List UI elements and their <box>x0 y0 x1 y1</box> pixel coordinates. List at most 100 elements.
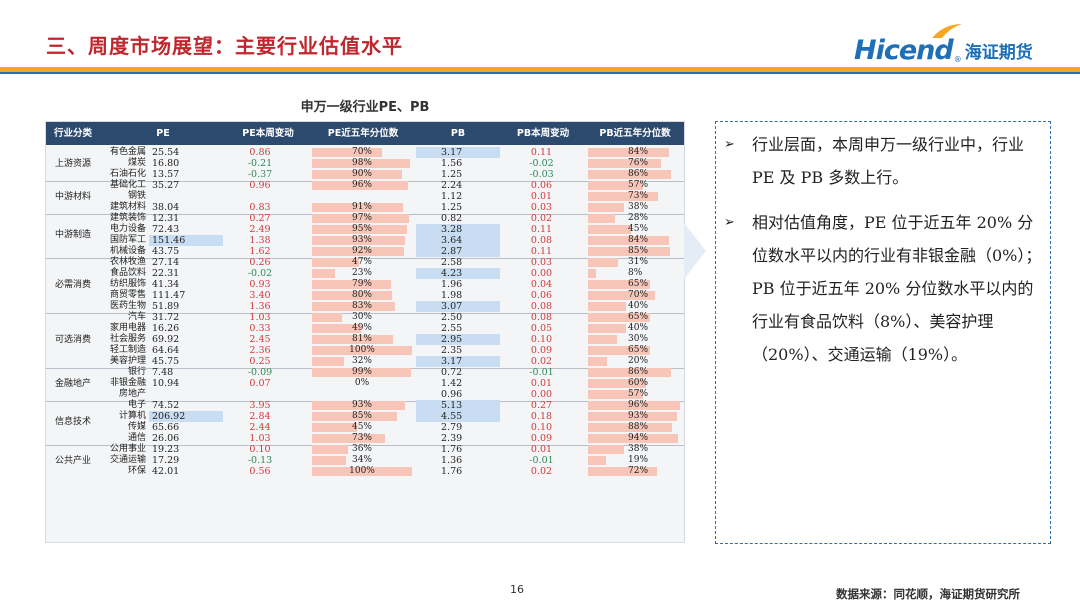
pb-percentile-label: 65% <box>628 312 649 322</box>
pb-percentile-label: 30% <box>628 334 649 344</box>
pb-percentile-bar <box>588 379 646 388</box>
pe-percentile-bar <box>312 247 404 256</box>
pb-percentile-label: 57% <box>628 389 649 399</box>
pb-value: 2.58 <box>441 257 463 268</box>
pb-percentile-cell: 85% <box>588 246 684 257</box>
pb-value: 3.17 <box>416 147 500 158</box>
pe-value: 42.01 <box>152 466 180 477</box>
pb-percentile-label: 40% <box>628 323 649 333</box>
industry-group-label: 可选消费 <box>54 334 91 345</box>
pe-value: 10.94 <box>152 378 180 389</box>
pe-value: 7.48 <box>152 367 174 378</box>
brand-logo: Hicend ® 海证期货 <box>854 30 1033 64</box>
pe-percentile-label: 91% <box>351 202 372 212</box>
pb-percentile-bar <box>588 258 618 267</box>
pe-percentile-label: 97% <box>351 213 372 223</box>
header-pe-change: PE本周变动 <box>242 128 294 139</box>
pe-percentile-bar <box>312 456 346 465</box>
pe-percentile-label: 98% <box>351 158 372 168</box>
pe-percentile-label: 93% <box>351 235 372 245</box>
industry-name: 医药生物 <box>109 301 146 311</box>
pb-percentile-label: 28% <box>628 213 649 223</box>
pb-change-value: 0.18 <box>530 411 553 422</box>
table-row: 纺织服饰 41.34 0.93 79% 1.96 0.04 65% <box>46 279 684 290</box>
pe-change-value: 0.27 <box>249 213 271 224</box>
pb-percentile-cell: 84% <box>588 147 684 158</box>
pb-percentile-label: 19% <box>628 455 649 465</box>
pe-change-value: 3.95 <box>249 400 271 411</box>
pb-percentile-bar <box>588 269 596 278</box>
pe-percentile-label: 80% <box>351 290 372 300</box>
pb-change-value: 0.11 <box>530 147 553 158</box>
pe-percentile-bar <box>312 313 342 322</box>
pb-change-value: 0.08 <box>530 312 553 323</box>
pb-percentile-bar <box>588 368 671 377</box>
pe-percentile-label: 70% <box>351 147 372 157</box>
pe-percentile-cell: 36% <box>312 444 412 455</box>
pe-value: 111.47 <box>152 290 186 301</box>
pe-percentile-label: 100% <box>349 345 375 355</box>
pb-change-value: 0.05 <box>530 323 553 334</box>
pe-change-value: 2.49 <box>249 224 271 235</box>
pb-percentile-cell: 57% <box>588 180 684 191</box>
pe-percentile-label: 81% <box>351 334 372 344</box>
pe-percentile-label: 93% <box>351 400 372 410</box>
pb-change-value: 0.06 <box>530 180 553 191</box>
pb-change-value: 0.10 <box>530 422 553 433</box>
pb-value: 2.55 <box>441 323 463 334</box>
pe-percentile-label: 36% <box>351 444 372 454</box>
pe-value: 13.57 <box>152 169 180 180</box>
pe-value: 206.92 <box>149 411 223 422</box>
pb-value: 4.23 <box>416 268 500 279</box>
data-source: 数据来源：同花顺，海证期货研究所 <box>836 587 1020 601</box>
group-divider <box>46 257 684 259</box>
header-pe: PE <box>156 128 170 139</box>
pb-percentile-bar <box>588 148 669 157</box>
industry-name: 美容护理 <box>109 356 146 366</box>
pe-percentile-cell: 97% <box>312 213 412 224</box>
pe-percentile-cell: 49% <box>312 323 412 334</box>
page-title: 三、周度市场展望：主要行业估值水平 <box>46 34 403 58</box>
pb-percentile-label: 85% <box>628 246 649 256</box>
pe-percentile-bar <box>312 346 412 355</box>
pe-value: 74.52 <box>152 400 180 411</box>
pb-percentile-bar <box>588 357 608 366</box>
logo-swoosh-icon <box>932 24 962 38</box>
table-row: 电力设备 72.43 2.49 95% 3.28 0.11 45% <box>46 224 684 235</box>
page-number: 16 <box>510 583 524 596</box>
table-title: 申万一级行业PE、PB <box>300 100 430 115</box>
industry-name: 社会服务 <box>109 334 146 344</box>
pe-value: 45.75 <box>152 356 180 367</box>
logo-wordmark: Hicend <box>854 35 954 66</box>
commentary-paragraph-1: ➢ 行业层面，本周申万一级行业中，行业 PE 及 PB 多数上行。 <box>724 128 1042 194</box>
pe-percentile-cell <box>312 389 412 400</box>
table-row: 非银金融 10.94 0.07 0% 1.42 0.01 60% <box>46 378 684 389</box>
pb-percentile-label: 70% <box>628 290 649 300</box>
table-row: 轻工制造 64.64 2.36 100% 2.35 0.09 65% <box>46 345 684 356</box>
industry-name: 计算机 <box>118 411 146 421</box>
table-row: 国防军工 151.46 1.38 93% 3.64 0.08 84% <box>46 235 684 246</box>
industry-name: 纺织服饰 <box>109 279 146 289</box>
pb-percentile-label: 88% <box>628 422 649 432</box>
pb-percentile-cell: 45% <box>588 224 684 235</box>
pe-percentile-cell: 0% <box>312 378 412 389</box>
pb-value: 1.12 <box>441 191 463 202</box>
table-row: 医药生物 51.89 1.36 83% 3.07 0.08 40% <box>46 301 684 312</box>
pb-percentile-bar <box>588 203 625 212</box>
pe-change-value: 0.96 <box>249 180 271 191</box>
industry-name: 银行 <box>127 367 146 377</box>
pb-change-value: 0.03 <box>530 257 553 268</box>
pb-value: 3.28 <box>416 224 500 235</box>
logo-registered-mark: ® <box>953 55 962 64</box>
pb-value: 2.39 <box>441 433 463 444</box>
pb-value: 4.55 <box>416 411 500 422</box>
pe-percentile-bar <box>312 148 382 157</box>
pe-percentile-cell: 93% <box>312 400 412 411</box>
pb-percentile-label: 65% <box>628 345 649 355</box>
pe-percentile-bar <box>312 291 392 300</box>
pb-percentile-bar <box>588 214 615 223</box>
pe-change-value: 0.26 <box>249 257 271 268</box>
pe-percentile-bar <box>312 357 344 366</box>
pe-change-value: 2.44 <box>249 422 271 433</box>
pe-percentile-cell: 95% <box>312 224 412 235</box>
